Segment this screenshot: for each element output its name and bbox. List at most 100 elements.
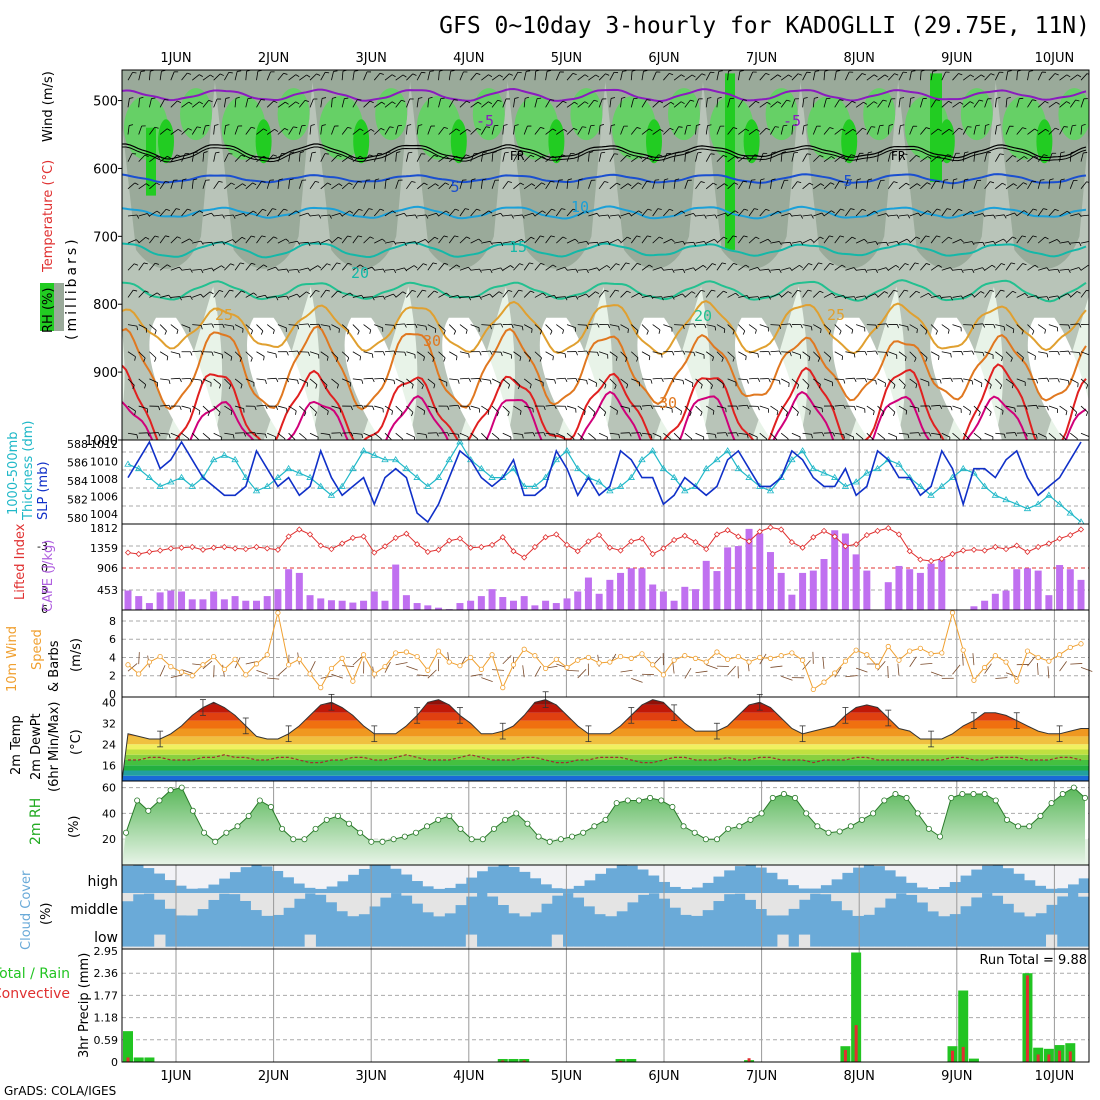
wind-barb-flag <box>702 265 707 269</box>
cloud-high-cell <box>594 865 606 874</box>
cloud-low-cell <box>745 946 757 949</box>
wind-barb-flag <box>646 330 649 335</box>
wind-barb-flag <box>885 213 889 217</box>
thickness-point <box>616 482 625 489</box>
wind-barb <box>759 73 766 81</box>
wind-barb-flag <box>659 236 664 240</box>
wind-barb-flag <box>1024 293 1029 297</box>
wind-barb <box>406 378 414 385</box>
wind-barb-flag <box>927 156 932 159</box>
cloud-high-cell <box>444 865 456 888</box>
wind-barb <box>234 236 243 244</box>
cloud-mid-cell <box>487 893 499 897</box>
wind-barb-flag <box>357 330 360 335</box>
li-point <box>135 550 142 558</box>
rh2m-point <box>1082 794 1089 801</box>
wind-barb <box>513 263 520 271</box>
wind-barb <box>781 213 790 217</box>
rh2m-point <box>635 797 642 804</box>
wind-barb-flag <box>386 151 391 154</box>
wind-barb-flag <box>578 178 583 181</box>
wind-barb <box>1070 291 1078 298</box>
wind-barb-flag <box>215 151 220 154</box>
wind-barb-flag <box>614 385 617 390</box>
precip-conv-bar <box>501 1060 505 1062</box>
wind-barb <box>813 378 821 385</box>
wind-barb <box>738 295 748 298</box>
cape-bar <box>156 592 164 610</box>
wind-barb-flag <box>700 181 705 183</box>
wind-barb-flag <box>1036 405 1039 410</box>
wind-barb-flag <box>888 124 894 126</box>
wind-barb-flag <box>882 99 887 102</box>
wind-barb-flag <box>937 128 942 132</box>
wind-barb-flag <box>286 295 290 300</box>
wind-barb <box>513 153 519 162</box>
wind-barb <box>995 214 1005 217</box>
wind-barb-flag <box>796 412 799 417</box>
wind-barb-10m <box>1037 662 1039 675</box>
wind-barb-flag <box>380 438 382 440</box>
li-tick-label: 6 <box>41 603 48 616</box>
thickness-point <box>563 447 571 454</box>
cloud-low-cell <box>347 946 359 949</box>
wind-barb-flag <box>1022 263 1027 266</box>
ylabel-precip: 3hr Precip (mm) <box>77 953 92 1058</box>
cloud-high-cell <box>960 865 972 876</box>
wind-barb-flag <box>958 73 963 76</box>
wind-barb-flag <box>232 214 236 219</box>
rh2m-point <box>836 828 843 835</box>
wind-barb <box>555 71 561 81</box>
wind-barb <box>599 351 608 356</box>
wind-barb <box>352 181 359 190</box>
wind-barb-flag <box>297 325 300 330</box>
wind-barb-flag <box>401 99 406 102</box>
wind-barb-10m <box>267 677 280 680</box>
li-point <box>553 531 560 538</box>
wind-barb-flag <box>289 178 294 181</box>
cape-bar <box>542 600 550 610</box>
cloud-low-cell <box>229 946 241 949</box>
wind-barb-flag <box>724 183 728 187</box>
wind-barb <box>556 236 564 244</box>
wind-barb-flag <box>680 101 685 105</box>
wind-barb-flag <box>916 329 918 334</box>
rh2m-point <box>714 836 721 843</box>
thickness-point <box>670 473 678 480</box>
wind-barb <box>716 183 725 190</box>
wind-barb-flag <box>672 378 675 383</box>
wind-barb <box>887 405 896 413</box>
wind-barb-flag <box>403 212 408 217</box>
wind-speed-point <box>243 672 249 678</box>
wind-barb-flag <box>893 289 898 292</box>
wind-barb <box>727 71 729 81</box>
wind-barb-flag <box>168 405 172 410</box>
wind-barb <box>662 179 665 189</box>
wind-barb-flag <box>691 74 696 78</box>
wind-barb <box>277 432 286 440</box>
wind-barb-flag <box>841 128 846 132</box>
wind-barb-flag <box>361 434 364 439</box>
wind-barb-flag <box>905 182 910 186</box>
wind-barb-flag <box>832 405 835 410</box>
wind-barb-flag <box>564 406 568 411</box>
wind-barb-flag <box>252 182 257 186</box>
wind-barb <box>834 180 840 190</box>
wind-barb-flag <box>755 236 760 240</box>
wind-barb-flag <box>854 378 857 382</box>
li-point <box>371 549 378 556</box>
wind-barb-flag <box>543 432 546 437</box>
wind-barb <box>995 238 1004 244</box>
wind-barb-flag <box>739 70 744 72</box>
wind-barb <box>149 156 157 162</box>
cloud-low-cell <box>594 946 606 949</box>
wind-barb <box>1005 351 1013 359</box>
precip-bars <box>123 952 1076 1062</box>
wind-barb-flag <box>354 70 359 72</box>
wind-barb <box>181 432 189 440</box>
wind-barb <box>191 152 195 162</box>
rh2m-point <box>925 825 932 832</box>
wind-barb-flag <box>314 412 317 417</box>
wind-barb <box>984 181 991 190</box>
wind-speed-point <box>725 656 731 662</box>
